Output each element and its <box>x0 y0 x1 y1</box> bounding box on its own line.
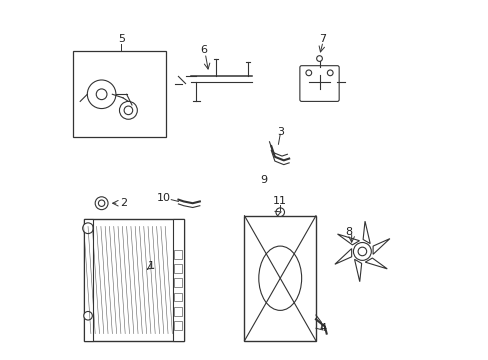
Bar <box>173 321 181 330</box>
Text: 11: 11 <box>273 197 286 206</box>
Bar <box>173 249 181 258</box>
Circle shape <box>357 247 366 256</box>
Circle shape <box>119 102 137 119</box>
Polygon shape <box>337 234 359 245</box>
Text: 7: 7 <box>319 34 326 44</box>
Text: 4: 4 <box>319 323 326 333</box>
Circle shape <box>95 197 108 210</box>
Bar <box>73 51 165 137</box>
Text: 9: 9 <box>260 175 267 185</box>
Polygon shape <box>372 239 389 254</box>
Polygon shape <box>354 259 361 282</box>
Ellipse shape <box>258 246 301 310</box>
Bar <box>244 216 315 341</box>
Circle shape <box>83 311 92 320</box>
Text: 2: 2 <box>121 198 127 208</box>
FancyBboxPatch shape <box>299 66 339 102</box>
Polygon shape <box>334 249 351 264</box>
Text: 1: 1 <box>148 261 155 271</box>
Text: 5: 5 <box>118 34 124 44</box>
Circle shape <box>326 70 332 76</box>
Circle shape <box>96 89 107 100</box>
Text: 3: 3 <box>276 127 283 137</box>
Bar <box>173 278 181 287</box>
Bar <box>173 219 183 341</box>
Text: 10: 10 <box>157 193 171 203</box>
Polygon shape <box>365 258 386 269</box>
Bar <box>83 219 93 341</box>
Circle shape <box>87 80 116 109</box>
Circle shape <box>98 200 104 206</box>
Polygon shape <box>363 221 369 244</box>
Bar <box>173 264 181 273</box>
Text: 8: 8 <box>345 227 352 237</box>
Circle shape <box>353 243 370 260</box>
Circle shape <box>82 223 93 234</box>
Text: 6: 6 <box>200 45 206 55</box>
Bar <box>173 307 181 316</box>
Bar <box>173 293 181 301</box>
Circle shape <box>316 56 322 62</box>
Circle shape <box>275 208 284 216</box>
Bar <box>83 219 183 341</box>
Circle shape <box>124 106 132 114</box>
Circle shape <box>305 70 311 76</box>
